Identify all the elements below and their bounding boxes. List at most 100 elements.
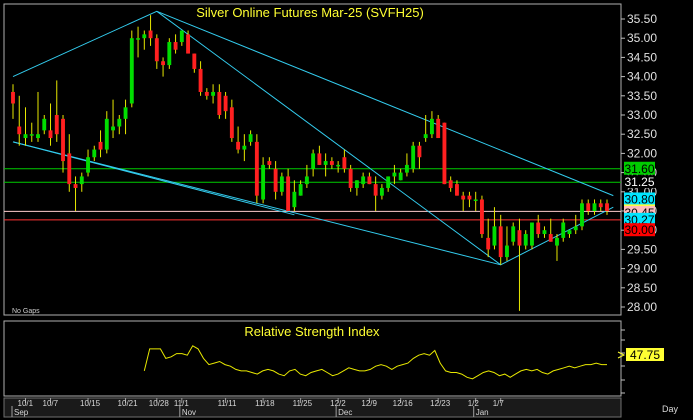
candle-body: [448, 180, 453, 188]
candle-body: [467, 195, 472, 200]
x-tick-label: 1/7: [493, 399, 505, 408]
candle-body: [92, 149, 97, 158]
x-tick-label: 1/2: [468, 399, 480, 408]
candle-body: [454, 184, 459, 196]
candle-body: [211, 91, 216, 96]
candle-body: [242, 145, 247, 150]
rsi-value-label: 47.75: [630, 348, 660, 362]
month-label: Sep: [14, 408, 29, 417]
candle-body: [473, 199, 478, 201]
candle-body: [229, 107, 234, 139]
x-tick-label: 10/1: [18, 399, 34, 408]
x-tick-label: 10/28: [149, 399, 170, 408]
candle-body: [142, 34, 147, 39]
rsi-marker-arrow: [617, 351, 626, 359]
rsi-panel: Relative Strength Index 47.75: [3, 320, 664, 397]
level-label: 31.25: [624, 175, 654, 189]
candle-body: [348, 168, 353, 188]
candle-body: [586, 203, 591, 211]
candle-body: [73, 184, 78, 188]
candle-body: [317, 153, 322, 165]
candle-body: [530, 222, 534, 246]
candle-body: [580, 203, 584, 227]
candle-body: [198, 68, 203, 92]
candle-body: [23, 134, 28, 139]
x-tick-label: 10/21: [118, 399, 139, 408]
month-label: Dec: [338, 408, 352, 417]
price-panel-border: [3, 3, 622, 316]
candle-body: [286, 176, 291, 211]
candle-body: [67, 153, 72, 185]
candle-body: [605, 203, 609, 211]
price-axis: 35.50 35.00 34.50 34.00 33.50 33.00 32.50 32.00…: [621, 12, 657, 314]
candle-body: [442, 122, 447, 185]
level-label-box: [624, 223, 655, 237]
price-tick-label: 34.00: [627, 70, 657, 84]
price-tick-label: 29.00: [627, 262, 657, 276]
candle-body: [148, 30, 153, 39]
candle-body: [261, 164, 266, 200]
level-label: 30.80: [624, 192, 654, 206]
candle-body: [342, 157, 347, 169]
candle-body: [36, 134, 40, 139]
candle-body: [61, 118, 65, 162]
candle-body: [248, 134, 253, 142]
x-tick-label: 11/1: [174, 399, 190, 408]
candle-body: [436, 118, 441, 139]
x-tick-label: 11/18: [255, 399, 275, 408]
trendline: [12, 141, 501, 266]
level-label-box: [624, 175, 655, 189]
candle-body: [480, 199, 484, 235]
candle-body: [373, 184, 378, 196]
candle-body: [173, 42, 178, 50]
rsi-title: Relative Strength Index: [244, 324, 380, 339]
price-tick-label: 35.00: [627, 31, 657, 45]
price-panel: Silver Online Futures Mar-25 (SVFH25) No…: [3, 3, 622, 316]
candle-body: [186, 34, 191, 54]
candle-body: [17, 126, 22, 135]
candle-body: [429, 118, 434, 135]
candle-body: [598, 203, 603, 208]
candle-body: [304, 176, 309, 185]
candle-body: [542, 230, 547, 235]
candle-body: [367, 176, 372, 185]
x-tick-label: 10/15: [80, 399, 101, 408]
candle-body: [98, 141, 103, 150]
candle-body: [498, 226, 503, 258]
candle-body: [136, 38, 140, 40]
candle-body: [423, 134, 428, 139]
candle-body: [167, 42, 172, 66]
rsi-value-box: [626, 348, 664, 361]
candle-body: [461, 195, 466, 200]
x-tick-label: 10/7: [43, 399, 59, 408]
candle-body: [204, 91, 209, 96]
candle-body: [292, 191, 297, 208]
candle-body: [492, 226, 497, 246]
candle-body: [104, 118, 109, 150]
candle-body: [267, 161, 272, 165]
candle-body: [323, 161, 328, 165]
period-label: Day: [662, 404, 679, 414]
x-axis: 10/1 10/7 10/15 10/21 10/28 11/1 11/11 11/18 11/…: [3, 397, 679, 418]
x-tick-label: 11/11: [218, 399, 237, 408]
candle-body: [361, 176, 366, 185]
candle-body: [561, 222, 566, 238]
level-label: 31.60: [624, 162, 654, 176]
candle-body: [48, 130, 53, 139]
candle-body: [86, 157, 90, 173]
candle-body: [254, 141, 259, 196]
candle-body: [392, 172, 397, 177]
candle-body: [404, 164, 409, 173]
candle-body: [54, 115, 59, 135]
candle-body: [505, 245, 509, 258]
candle-body: [192, 53, 197, 69]
candle-body: [523, 234, 528, 246]
no-gaps-note: No Gaps: [12, 308, 40, 315]
price-chart-title: Silver Online Futures Mar-25 (SVFH25): [196, 5, 424, 20]
candle-body: [386, 176, 391, 188]
price-tick-label: 32.00: [627, 146, 657, 160]
price-tick-label: 28.50: [627, 281, 657, 295]
x-axis-ticks: 10/1 10/7 10/15 10/21 10/28 11/1 11/11 11/18 11/…: [11, 398, 505, 417]
